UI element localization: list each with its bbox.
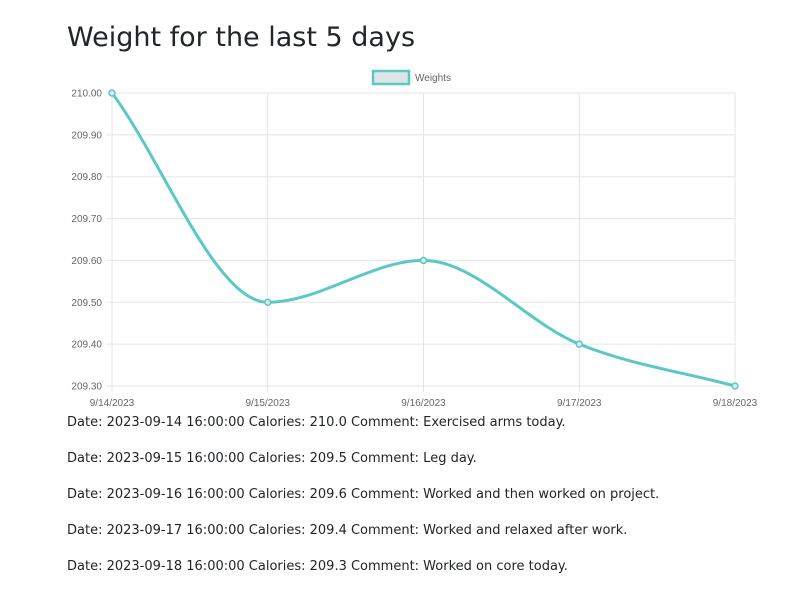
data-point	[575, 340, 583, 348]
weight-line-chart: 210.00 209.90 209.80 209.70 209.60 209.50 209.…	[71, 69, 758, 409]
y-tick-label: 209.30	[71, 382, 102, 393]
x-tick-label: 9/15/2023	[246, 398, 291, 409]
entry-list: Date: 2023-09-14 16:00:00 Calories: 210.…	[67, 414, 787, 594]
entry-row: Date: 2023-09-15 16:00:00 Calories: 209.…	[67, 451, 477, 466]
data-point	[264, 298, 272, 307]
entry-row: Date: 2023-09-18 16:00:00 Calories: 209.…	[67, 559, 568, 574]
data-point	[731, 382, 739, 390]
data-point	[108, 89, 116, 97]
entry-row: Date: 2023-09-14 16:00:00 Calories: 210.…	[67, 415, 566, 430]
weights-series-line	[110, 91, 737, 388]
y-tick-label: 209.40	[71, 340, 102, 351]
entry-row: Date: 2023-09-17 16:00:00 Calories: 209.…	[67, 523, 628, 538]
legend-label: Weights	[415, 73, 451, 84]
entry-row: Date: 2023-09-16 16:00:00 Calories: 209.…	[67, 487, 660, 502]
y-tick-label: 210.00	[71, 89, 102, 100]
y-tick-label: 209.80	[71, 172, 102, 183]
page-title: Weight for the last 5 days	[67, 22, 416, 53]
x-tick-label: 9/18/2023	[713, 398, 758, 409]
legend-swatch	[371, 69, 411, 86]
x-tick-label: 9/16/2023	[401, 398, 446, 409]
y-tick-label: 209.60	[71, 256, 102, 267]
x-tick-label: 9/17/2023	[557, 398, 602, 409]
y-tick-label: 209.90	[71, 130, 102, 141]
y-tick-label: 209.70	[71, 214, 102, 225]
data-point	[419, 256, 428, 265]
y-tick-label: 209.50	[71, 298, 102, 309]
x-tick-label: 9/14/2023	[90, 398, 135, 409]
